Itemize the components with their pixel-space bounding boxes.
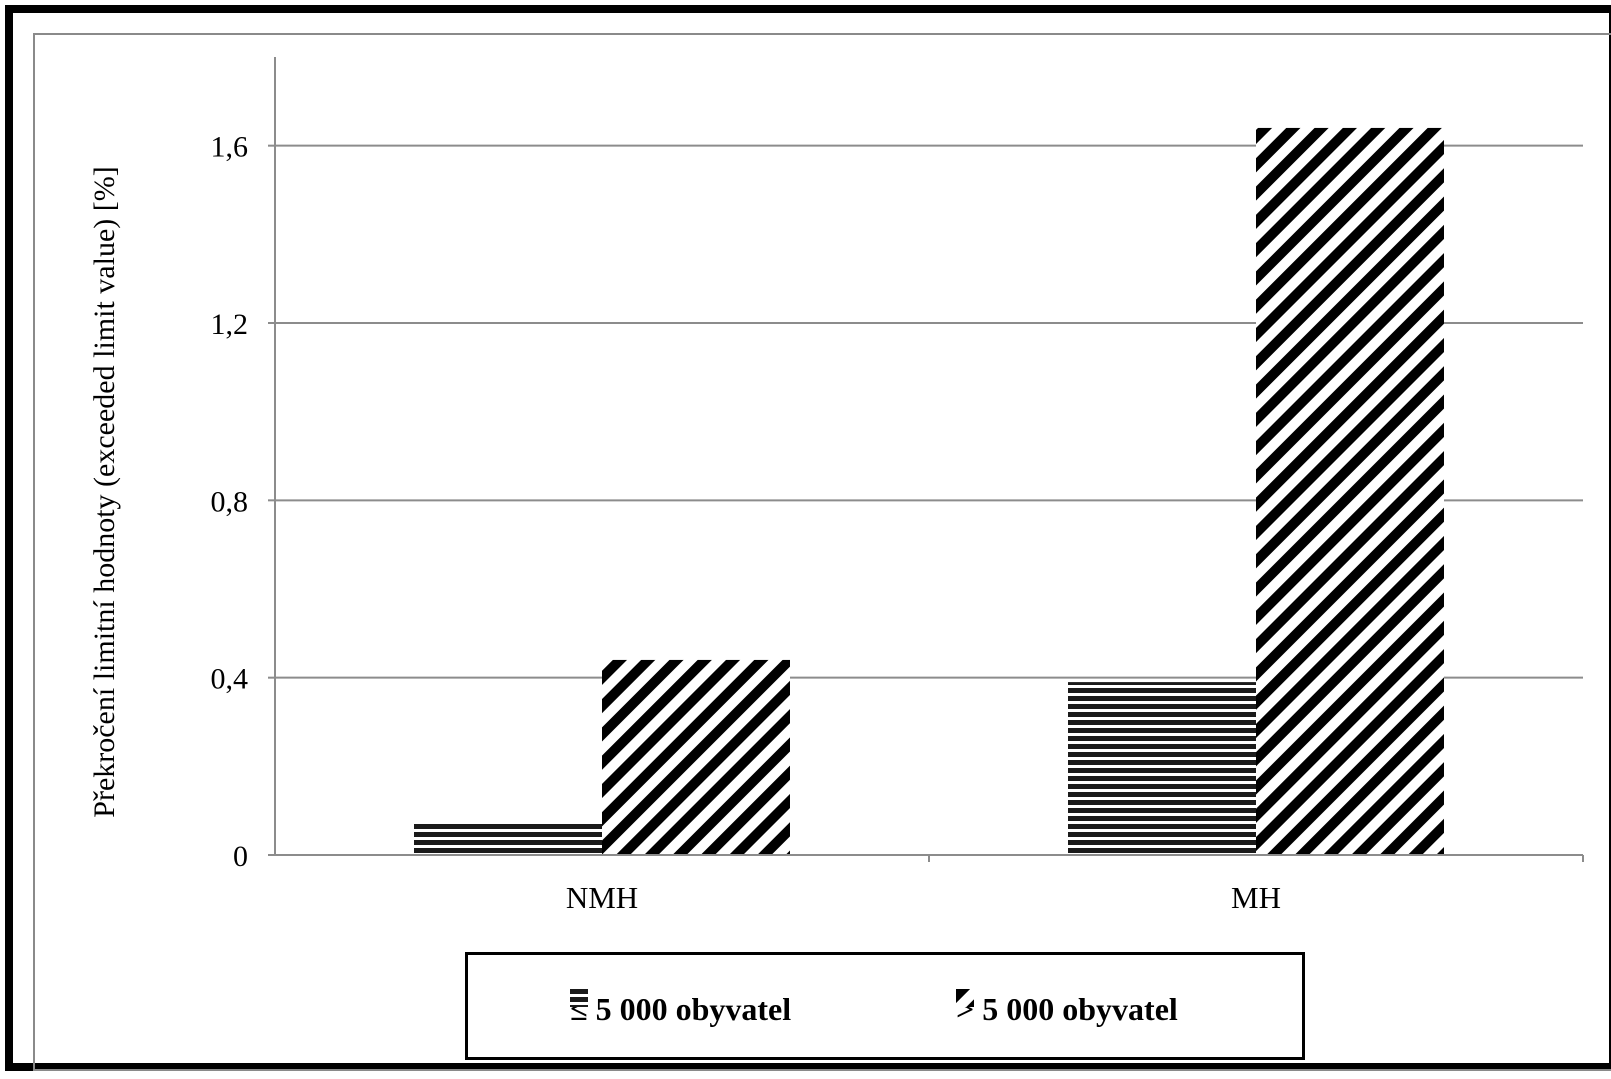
legend-label-large-towns: > 5 000 obyvatel [956, 990, 1178, 1027]
x-category-label: MH [1231, 880, 1281, 915]
legend-item-large-towns: > 5 000 obyvatel [956, 989, 1178, 1029]
legend: ≤ 5 000 obyvatel > 5 000 obyvatel [465, 952, 1305, 1060]
bars [414, 127, 1444, 855]
bar-mh-series-2 [1256, 127, 1444, 855]
bar-nmh-series-1 [414, 823, 602, 855]
diagonal-stripes-icon [956, 989, 974, 1007]
y-tick-label: 0 [233, 840, 248, 873]
outer-frame [5, 5, 1611, 1071]
axes [268, 57, 1584, 862]
y-tick-label: 0,4 [211, 663, 249, 696]
labels: 0 0,4 0,8 1,2 1,6 NMH MH [211, 131, 1281, 915]
x-category-label: NMH [566, 880, 638, 915]
bar-mh-series-1 [1068, 682, 1256, 855]
legend-label-small-towns: ≤ 5 000 obyvatel [570, 990, 792, 1027]
legend-item-small-towns: ≤ 5 000 obyvatel [570, 989, 791, 1029]
y-tick-label: 0,8 [211, 485, 249, 518]
chart-area-border [33, 33, 1611, 1071]
bar-nmh-series-2 [602, 659, 790, 855]
y-tick-label: 1,6 [211, 131, 249, 164]
y-tick-label: 1,2 [211, 308, 249, 341]
y-axis-title: Překročení limitní hodnoty (exceeded lim… [88, 166, 121, 817]
horizontal-stripes-icon [570, 989, 588, 1007]
